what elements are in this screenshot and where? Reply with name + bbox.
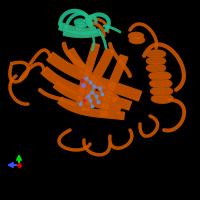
Polygon shape [146, 50, 166, 58]
Polygon shape [82, 48, 114, 110]
Polygon shape [66, 48, 119, 103]
Polygon shape [58, 97, 124, 120]
Polygon shape [75, 22, 87, 28]
Polygon shape [76, 43, 99, 104]
Polygon shape [151, 94, 173, 103]
Polygon shape [151, 87, 173, 96]
Polygon shape [146, 57, 166, 65]
Polygon shape [63, 29, 101, 37]
Polygon shape [146, 64, 166, 72]
Polygon shape [129, 36, 145, 44]
Polygon shape [100, 55, 128, 116]
Polygon shape [150, 79, 172, 88]
Polygon shape [41, 67, 131, 110]
Polygon shape [149, 72, 171, 80]
Polygon shape [59, 23, 97, 36]
Polygon shape [74, 19, 86, 25]
Polygon shape [53, 81, 121, 114]
Polygon shape [47, 52, 142, 101]
Polygon shape [128, 32, 144, 40]
